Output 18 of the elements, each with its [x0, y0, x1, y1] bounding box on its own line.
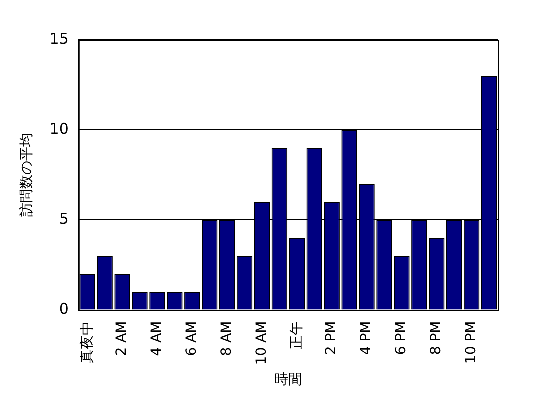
y-tick-label: 15 — [50, 30, 69, 48]
y-tick-label: 10 — [50, 120, 69, 138]
x-tick-label: 4 AM — [149, 321, 166, 356]
y-tick-label: 0 — [59, 300, 69, 318]
x-tick-label: 8 AM — [218, 321, 235, 356]
x-tick-label: 2 PM — [324, 321, 340, 356]
y-tick-label: 5 — [59, 210, 69, 228]
y-axis-title: 訪問数の平均 — [19, 133, 36, 218]
x-tick-label: 4 PM — [358, 321, 375, 356]
x-tick-label: 10 PM — [463, 321, 480, 364]
x-axis-title: 時間 — [274, 372, 302, 388]
x-tick-label: 正午 — [288, 321, 305, 350]
x-tick-label: 2 AM — [114, 321, 130, 356]
x-tick-label: 8 PM — [428, 321, 445, 356]
x-tick-label: 10 AM — [254, 321, 270, 366]
x-tick-label: 真夜中 — [79, 321, 96, 364]
x-tick-label: 6 AM — [184, 321, 200, 356]
x-tick-label: 6 PM — [394, 321, 410, 356]
